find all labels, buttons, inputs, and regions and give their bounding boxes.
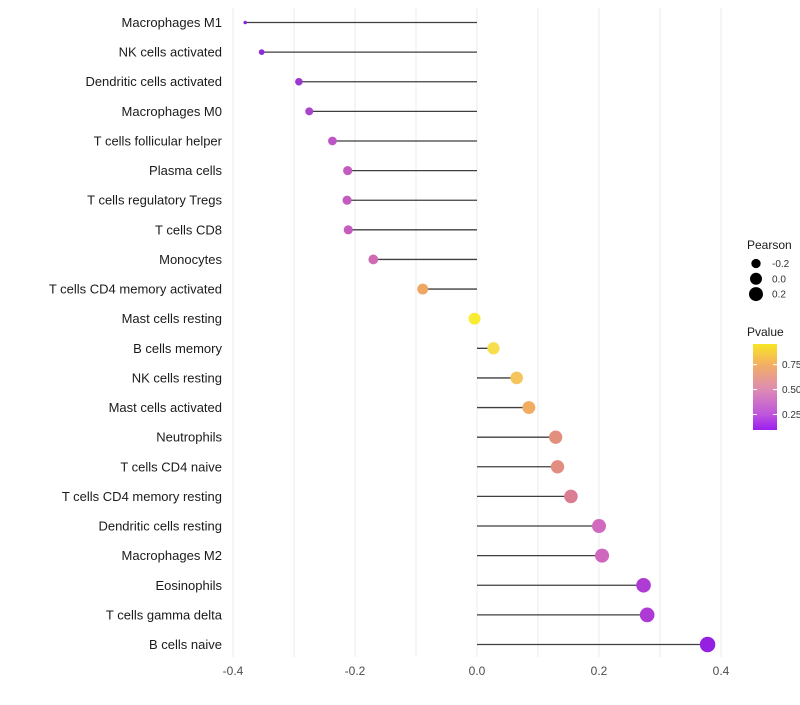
legend-size-label: 0.0 (772, 274, 786, 285)
x-tick-label: -0.2 (345, 664, 366, 678)
category-label: Eosinophils (156, 578, 223, 593)
stems-layer (245, 21, 708, 646)
legend-size-label: 0.2 (772, 290, 786, 301)
data-point (592, 519, 606, 534)
data-point (417, 283, 429, 295)
legend-size-dot (750, 272, 762, 285)
colorbar-label: 0.75 (782, 360, 800, 371)
category-label: Macrophages M2 (122, 548, 222, 563)
legend-size-dot (749, 287, 763, 302)
category-label: T cells regulatory Tregs (87, 193, 222, 208)
category-label: Dendritic cells activated (85, 74, 222, 89)
legend-pvalue: Pvalue 0.75 0.50 0.25 (747, 325, 800, 430)
data-point (295, 77, 303, 86)
legend-pearson: Pearson -0.2 0.0 0.2 (747, 238, 792, 302)
data-point (699, 636, 716, 653)
data-point (258, 49, 265, 55)
legend-pearson-keys: -0.2 0.0 0.2 (749, 258, 790, 302)
category-label: Macrophages M0 (122, 104, 222, 119)
data-point (595, 548, 610, 563)
category-label: T cells CD4 memory activated (49, 282, 222, 297)
legend-size-dot (751, 258, 761, 269)
legend-size-label: -0.2 (772, 259, 790, 270)
category-label: T cells CD4 naive (120, 459, 222, 474)
category-label: NK cells activated (119, 45, 222, 60)
category-label: T cells gamma delta (106, 607, 223, 622)
dots-layer (243, 20, 716, 653)
data-point (342, 195, 352, 205)
data-point (305, 107, 314, 116)
data-point (510, 371, 523, 385)
category-label: Mast cells resting (122, 311, 222, 326)
category-label: Dendritic cells resting (98, 519, 222, 534)
data-point (468, 312, 481, 325)
data-point (368, 254, 379, 265)
data-point (343, 166, 353, 176)
gridlines-layer (232, 8, 722, 657)
data-point (522, 401, 536, 414)
data-point (487, 342, 500, 355)
legend-pvalue-ticks: 0.75 0.50 0.25 (753, 360, 800, 421)
category-label: T cells follicular helper (94, 133, 223, 148)
data-point (243, 20, 247, 25)
legend-pvalue-title: Pvalue (747, 325, 784, 339)
category-label: NK cells resting (132, 370, 222, 385)
data-point (564, 489, 578, 504)
x-axis-tick-labels: -0.4 -0.2 0.0 0.2 0.4 (223, 664, 730, 678)
category-label: T cells CD8 (155, 222, 222, 237)
category-label: Macrophages M1 (122, 15, 222, 30)
colorbar-label: 0.50 (782, 385, 800, 396)
category-label: T cells CD4 memory resting (62, 489, 222, 504)
x-tick-label: 0.2 (591, 664, 608, 678)
data-point (550, 460, 565, 474)
data-point (639, 607, 655, 623)
category-label: Monocytes (159, 252, 222, 267)
x-tick-label: -0.4 (223, 664, 244, 678)
x-tick-label: 0.0 (469, 664, 486, 678)
category-label: B cells memory (133, 341, 222, 356)
category-label: Plasma cells (149, 163, 222, 178)
data-point (328, 136, 337, 146)
data-point (343, 225, 353, 235)
category-axis-labels: Macrophages M1 NK cells activated Dendriti… (49, 15, 223, 652)
category-label: Neutrophils (156, 430, 222, 445)
data-point (636, 577, 651, 593)
pvalue-colorbar (753, 344, 777, 430)
data-point (549, 430, 563, 444)
x-tick-label: 0.4 (713, 664, 730, 678)
category-label: B cells naive (149, 637, 222, 652)
category-label: Mast cells activated (109, 400, 222, 415)
legend-pearson-title: Pearson (747, 238, 792, 252)
colorbar-label: 0.25 (782, 410, 800, 421)
